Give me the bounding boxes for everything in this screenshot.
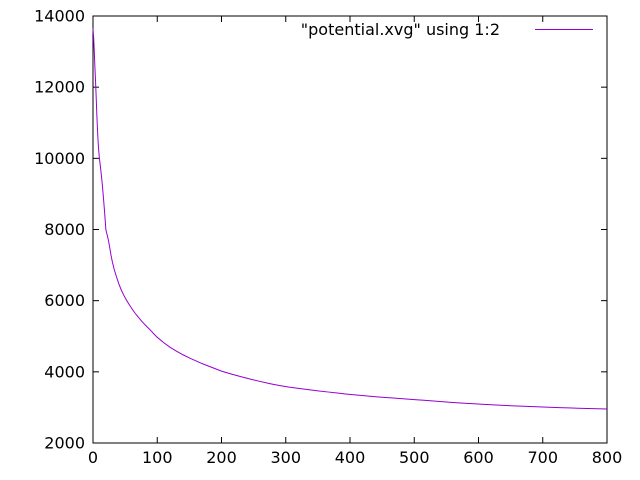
x-tick-label: 500 <box>399 448 430 467</box>
y-tick-label: 8000 <box>44 220 85 239</box>
legend-label: "potential.xvg" using 1:2 <box>301 20 500 39</box>
x-tick-label: 0 <box>88 448 98 467</box>
x-tick-label: 700 <box>527 448 558 467</box>
y-tick-label: 14000 <box>34 7 85 26</box>
y-tick-label: 10000 <box>34 149 85 168</box>
y-tick-label: 6000 <box>44 291 85 310</box>
x-tick-label: 400 <box>335 448 366 467</box>
x-tick-label: 800 <box>592 448 623 467</box>
x-tick-label: 100 <box>142 448 173 467</box>
x-tick-label: 300 <box>270 448 301 467</box>
y-tick-label: 2000 <box>44 434 85 453</box>
axes: 0 100 200 300 400 500 600 700 800 2000 4000 6000 800… <box>34 7 622 468</box>
x-tick-label: 200 <box>206 448 237 467</box>
y-tick-label: 12000 <box>34 78 85 97</box>
legend: "potential.xvg" using 1:2 <box>301 20 593 39</box>
x-tick-label: 600 <box>463 448 494 467</box>
y-tick-label: 4000 <box>44 362 85 381</box>
series-line <box>92 28 608 410</box>
plot-border <box>92 15 608 444</box>
